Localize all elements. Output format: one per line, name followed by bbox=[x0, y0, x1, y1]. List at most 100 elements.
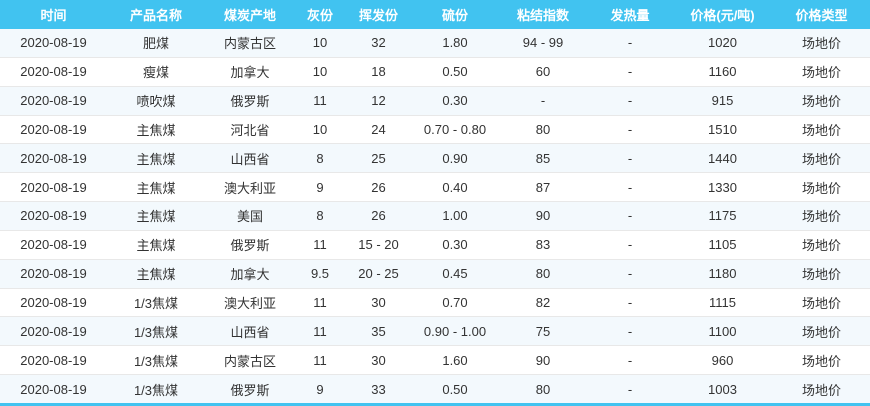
table-row: 2020-08-19 主焦煤 澳大利亚 9 26 0.40 87 - 1330 场地价 bbox=[0, 173, 870, 203]
table-cell: 山西省 bbox=[230, 324, 270, 340]
table-cell: 2020-08-19 bbox=[20, 179, 87, 195]
table-cell: 24 bbox=[371, 121, 386, 137]
table-cell: 场地价 bbox=[801, 65, 841, 81]
table-cell: 0.90 - 1.00 bbox=[423, 323, 487, 339]
table-cell: 0.40 bbox=[442, 179, 468, 195]
table-cell: 1510 bbox=[708, 121, 737, 137]
table-cell: 60 bbox=[535, 64, 551, 80]
table-cell: 场地价 bbox=[801, 122, 841, 138]
table-cell: 场地价 bbox=[801, 209, 841, 225]
table-cell: 1/3焦煤 bbox=[133, 324, 179, 340]
table-cell: 2020-08-19 bbox=[20, 121, 87, 137]
table-cell: 场地价 bbox=[801, 238, 841, 254]
table-cell: 1180 bbox=[708, 266, 737, 282]
table-cell: 20 - 25 bbox=[358, 266, 399, 282]
table-cell: 美国 bbox=[236, 209, 263, 225]
table-cell: 山西省 bbox=[230, 151, 270, 167]
table-cell: 94 - 99 bbox=[522, 35, 564, 51]
table-row: 2020-08-19 1/3焦煤 山西省 11 35 0.90 - 1.00 75 - 1100… bbox=[0, 317, 870, 347]
table-cell: 澳大利亚 bbox=[223, 296, 276, 312]
table-cell: 85 bbox=[535, 150, 551, 166]
table-cell: 肥煤 bbox=[142, 36, 169, 52]
table-cell: 11 bbox=[313, 93, 327, 109]
table-cell: 内蒙古区 bbox=[223, 353, 276, 369]
table-cell: 1.00 bbox=[442, 208, 468, 224]
table-cell: - bbox=[627, 179, 633, 195]
table-cell: 1003 bbox=[708, 381, 737, 397]
table-cell: 1105 bbox=[708, 237, 737, 253]
column-header: 灰份 bbox=[306, 8, 333, 23]
table-cell: - bbox=[627, 237, 633, 253]
table-cell: 18 bbox=[371, 64, 386, 80]
table-cell: 2020-08-19 bbox=[20, 266, 87, 282]
table-cell: 90 bbox=[535, 208, 551, 224]
table-row: 2020-08-19 1/3焦煤 澳大利亚 11 30 0.70 82 - 1115 场地价 bbox=[0, 288, 870, 318]
table-cell: 11 bbox=[313, 237, 327, 253]
table-cell: 26 bbox=[371, 179, 386, 195]
table-cell: - bbox=[627, 323, 633, 339]
table-cell: 主焦煤 bbox=[136, 122, 176, 138]
table-cell: 33 bbox=[371, 381, 386, 397]
table-cell: 1.60 bbox=[442, 352, 468, 368]
table-cell: 11 bbox=[313, 352, 327, 368]
table-cell: 俄罗斯 bbox=[230, 382, 270, 398]
table-cell: 场地价 bbox=[801, 94, 841, 110]
table-cell: 2020-08-19 bbox=[20, 64, 87, 80]
table-cell: 场地价 bbox=[801, 180, 841, 196]
table-cell: 喷吹煤 bbox=[136, 94, 176, 110]
table-cell: 主焦煤 bbox=[136, 180, 176, 196]
table-row: 2020-08-19 1/3焦煤 俄罗斯 9 33 0.50 80 - 1003 场地价 bbox=[0, 375, 870, 403]
table-cell: 0.30 bbox=[442, 93, 468, 109]
table-cell: 场地价 bbox=[801, 151, 841, 167]
table-cell: 1.80 bbox=[442, 35, 468, 51]
table-cell: 8 bbox=[316, 208, 324, 224]
table-row: 2020-08-19 瘦煤 加拿大 10 18 0.50 60 - 1160 场地价 bbox=[0, 57, 870, 87]
table-cell: 87 bbox=[535, 179, 551, 195]
table-cell: 主焦煤 bbox=[136, 151, 176, 167]
table-cell: 2020-08-19 bbox=[20, 150, 87, 166]
table-row: 2020-08-19 主焦煤 加拿大 9.5 20 - 25 0.45 80 - 1180 场地价 bbox=[0, 259, 870, 289]
table-cell: 1175 bbox=[708, 208, 737, 224]
table-cell: 加拿大 bbox=[230, 65, 270, 81]
table-cell: 1/3焦煤 bbox=[133, 382, 179, 398]
table-cell: 瘦煤 bbox=[142, 65, 169, 81]
table-cell: 0.45 bbox=[442, 266, 468, 282]
table-cell: 80 bbox=[535, 266, 551, 282]
table-cell: - bbox=[627, 295, 633, 311]
column-header: 硫份 bbox=[441, 8, 468, 23]
table-cell: 15 - 20 bbox=[358, 237, 399, 253]
column-header: 发热量 bbox=[610, 8, 650, 23]
table-cell: 场地价 bbox=[801, 324, 841, 340]
table-cell: 场地价 bbox=[801, 36, 841, 52]
table-cell: 30 bbox=[371, 295, 386, 311]
table-cell: 2020-08-19 bbox=[20, 208, 87, 224]
column-header: 时间 bbox=[40, 8, 67, 23]
table-cell: 26 bbox=[371, 208, 386, 224]
table-cell: 11 bbox=[313, 295, 327, 311]
table-cell: 俄罗斯 bbox=[230, 94, 270, 110]
table-cell: 0.50 bbox=[442, 381, 468, 397]
table-cell: 2020-08-19 bbox=[20, 323, 87, 339]
table-body: 2020-08-19 肥煤 内蒙古区 10 32 1.80 94 - 99-1020 场地价 2… bbox=[0, 29, 870, 403]
table-cell: 0.30 bbox=[442, 237, 468, 253]
table-cell: 10 bbox=[312, 35, 328, 51]
table-cell: 0.70 bbox=[442, 295, 468, 311]
column-header: 粘结指数 bbox=[516, 8, 569, 23]
table-cell: 2020-08-19 bbox=[20, 352, 87, 368]
table-cell: 35 bbox=[371, 323, 386, 339]
table-cell: - bbox=[627, 381, 633, 397]
table-cell: 2020-08-19 bbox=[20, 237, 87, 253]
table-cell: - bbox=[627, 93, 633, 109]
table-cell: - bbox=[627, 121, 633, 137]
table-cell: 场地价 bbox=[801, 353, 841, 369]
table-cell: 0.90 bbox=[442, 150, 468, 166]
table-cell: 10 bbox=[312, 121, 328, 137]
column-header: 价格(元/吨) bbox=[690, 8, 755, 23]
table-cell: 10 bbox=[312, 64, 328, 80]
table-cell: 1/3焦煤 bbox=[133, 296, 179, 312]
column-header: 挥发份 bbox=[358, 8, 398, 23]
table-row: 2020-08-19 1/3焦煤 内蒙古区 11 30 1.60 90 - 960 场地价 bbox=[0, 346, 870, 376]
table-cell: 2020-08-19 bbox=[20, 381, 87, 397]
column-header: 价格类型 bbox=[795, 8, 848, 23]
table-header-row: 时间 产品名称 煤炭产地 灰份 挥发份 硫份 粘结指数 发热量 价格(元/吨) 价格类型 bbox=[0, 0, 870, 29]
